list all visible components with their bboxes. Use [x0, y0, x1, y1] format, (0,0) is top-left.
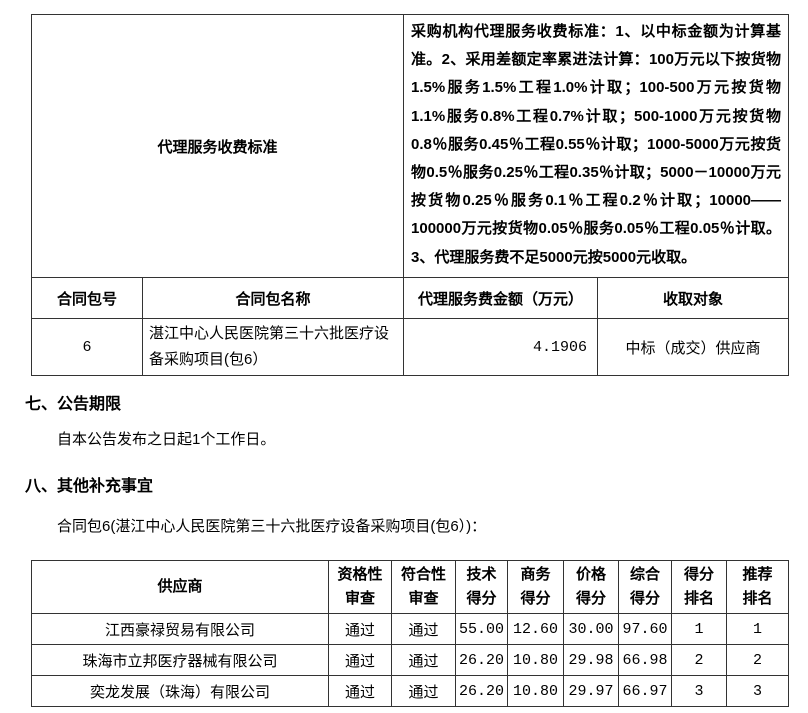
technical-score-cell: 26.20 — [455, 644, 508, 676]
business-score-cell: 12.60 — [507, 613, 564, 645]
charge-target-cell: 中标（成交）供应商 — [597, 318, 790, 376]
score-rank-cell: 2 — [671, 644, 727, 676]
header-supplier: 供应商 — [31, 560, 329, 614]
agency-fee-table: 代理服务收费标准 采购机构代理服务收费标准：1、以中标金额为计算基准。2、采用差… — [30, 14, 790, 376]
header-qualification-review: 资格性 审查 — [328, 560, 392, 614]
header-technical-score: 技术 得分 — [455, 560, 508, 614]
package-name-cell: 湛江中心人民医院第三十六批医疗设备采购项目(包6） — [141, 318, 405, 376]
recommend-rank-cell: 1 — [726, 613, 789, 645]
header-total-score: 综合 得分 — [618, 560, 672, 614]
price-score-cell: 30.00 — [563, 613, 619, 645]
section-heading-other-matters: 八、其他补充事宜 — [25, 478, 154, 495]
total-score-cell: 97.60 — [618, 613, 672, 645]
compliance-cell: 通过 — [391, 675, 456, 707]
compliance-cell: 通过 — [391, 644, 456, 676]
other-matters-text: 合同包6(湛江中心人民医院第三十六批医疗设备采购项目(包6）)： — [57, 518, 487, 535]
total-score-cell: 66.97 — [618, 675, 672, 707]
technical-score-cell: 55.00 — [455, 613, 508, 645]
qualification-cell: 通过 — [328, 644, 392, 676]
fee-amount-cell: 4.1906 — [403, 318, 599, 376]
technical-score-cell: 26.20 — [455, 675, 508, 707]
fee-standard-row: 代理服务收费标准 采购机构代理服务收费标准：1、以中标金额为计算基准。2、采用差… — [30, 14, 790, 278]
business-score-cell: 10.80 — [507, 675, 564, 707]
header-package-name: 合同包名称 — [141, 277, 405, 319]
header-price-score: 价格 得分 — [563, 560, 619, 614]
supplier-name-cell: 珠海市立邦医疗器械有限公司 — [31, 644, 329, 676]
price-score-cell: 29.97 — [563, 675, 619, 707]
score-rank-cell: 3 — [671, 675, 727, 707]
supplier-name-cell: 奕龙发展（珠海）有限公司 — [31, 675, 329, 707]
supplier-score-table: 供应商 资格性 审查 符合性 审查 技术 得分 商务 得分 价格 得分 综合 得… — [31, 560, 789, 707]
contract-data-row: 6 湛江中心人民医院第三十六批医疗设备采购项目(包6） 4.1906 中标（成交… — [31, 318, 790, 376]
score-rank-cell: 1 — [671, 613, 727, 645]
announcement-period-text: 自本公告发布之日起1个工作日。 — [57, 431, 276, 448]
fee-standard-text: 采购机构代理服务收费标准：1、以中标金额为计算基准。2、采用差额定率累进法计算：… — [403, 14, 790, 278]
score-header-row: 供应商 资格性 审查 符合性 审查 技术 得分 商务 得分 价格 得分 综合 得… — [31, 560, 789, 614]
supplier-row: 珠海市立邦医疗器械有限公司 通过 通过 26.20 10.80 29.98 66… — [31, 644, 789, 676]
supplier-row: 江西豪禄贸易有限公司 通过 通过 55.00 12.60 30.00 97.60… — [31, 613, 789, 645]
qualification-cell: 通过 — [328, 675, 392, 707]
contract-header-row: 合同包号 合同包名称 代理服务费金额（万元） 收取对象 — [31, 277, 790, 319]
header-score-rank: 得分 排名 — [671, 560, 727, 614]
business-score-cell: 10.80 — [507, 644, 564, 676]
supplier-row: 奕龙发展（珠海）有限公司 通过 通过 26.20 10.80 29.97 66.… — [31, 675, 789, 707]
header-fee-amount: 代理服务费金额（万元） — [403, 277, 599, 319]
header-business-score: 商务 得分 — [507, 560, 564, 614]
header-compliance-review: 符合性 审查 — [391, 560, 456, 614]
total-score-cell: 66.98 — [618, 644, 672, 676]
qualification-cell: 通过 — [328, 613, 392, 645]
package-no-cell: 6 — [31, 318, 143, 376]
fee-standard-label: 代理服务收费标准 — [30, 14, 405, 278]
compliance-cell: 通过 — [391, 613, 456, 645]
header-package-no: 合同包号 — [31, 277, 143, 319]
section-heading-announcement-period: 七、公告期限 — [25, 396, 122, 413]
header-charge-target: 收取对象 — [597, 277, 790, 319]
header-recommend-rank: 推荐 排名 — [726, 560, 789, 614]
supplier-name-cell: 江西豪禄贸易有限公司 — [31, 613, 329, 645]
price-score-cell: 29.98 — [563, 644, 619, 676]
recommend-rank-cell: 3 — [726, 675, 789, 707]
recommend-rank-cell: 2 — [726, 644, 789, 676]
